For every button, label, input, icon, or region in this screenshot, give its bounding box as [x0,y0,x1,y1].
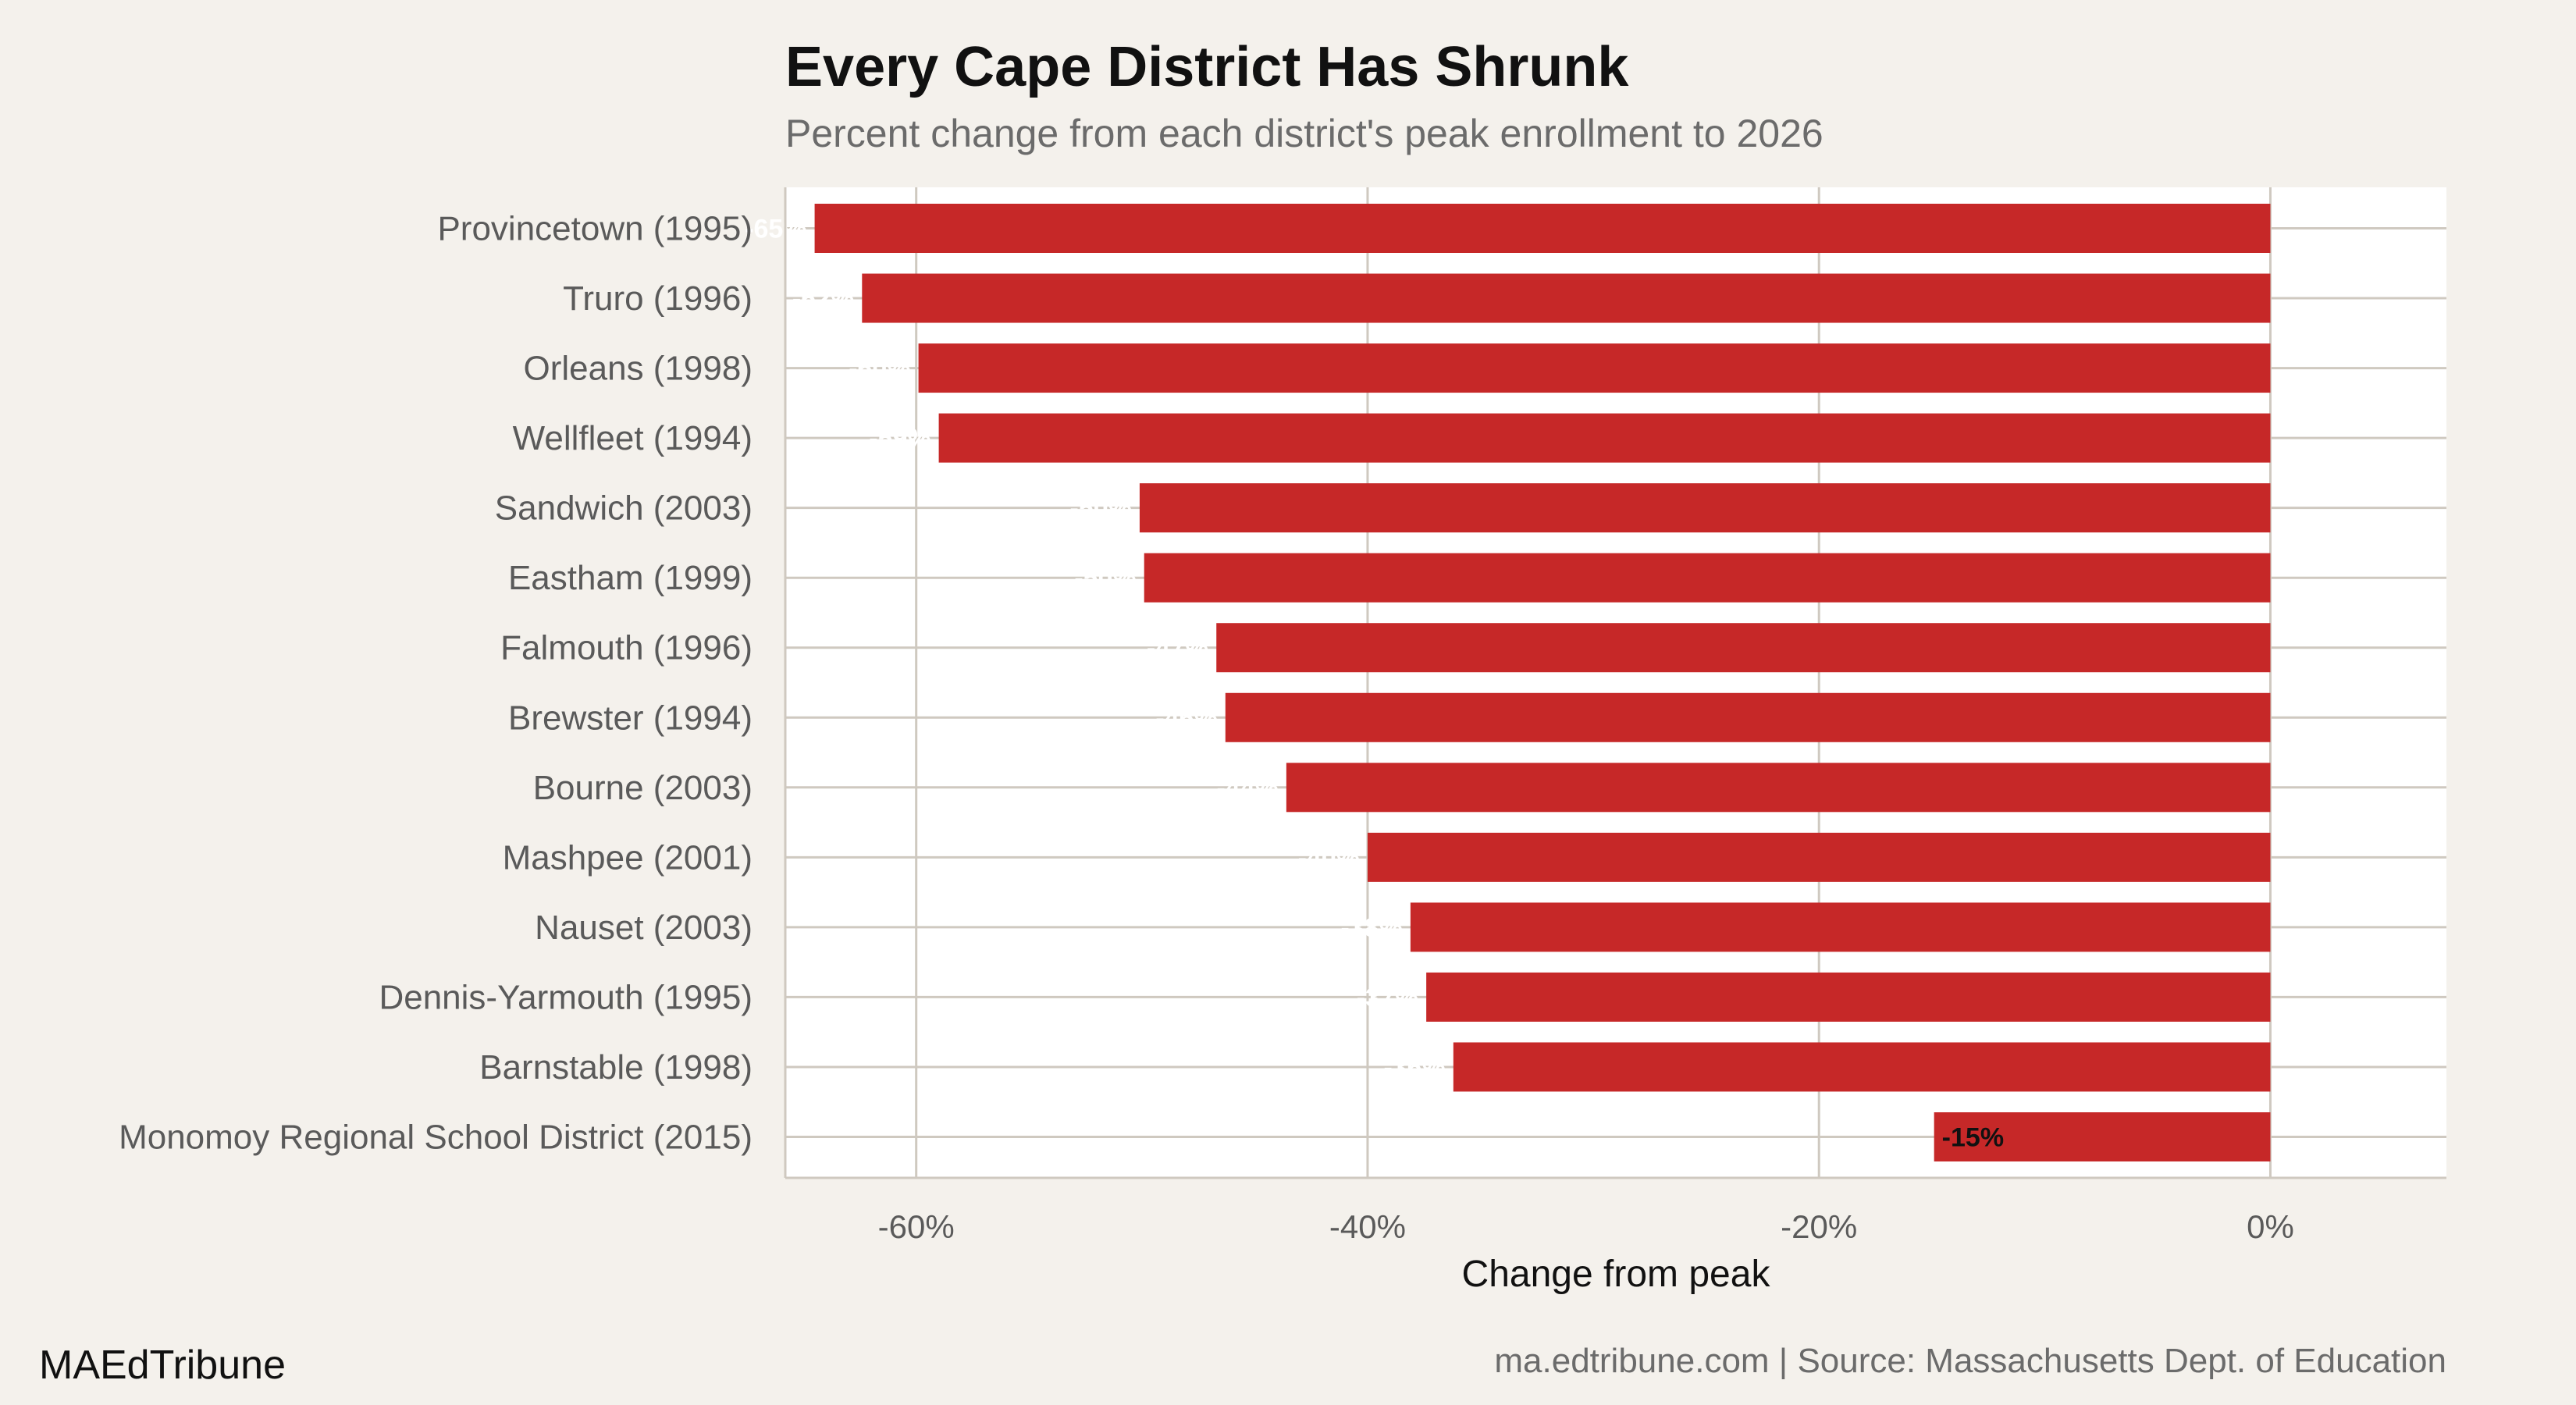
data-label: -65% [745,215,806,244]
bar [1225,692,2271,742]
plot-panel [785,187,2446,1178]
bar [1144,553,2271,603]
bar [814,204,2271,253]
data-label: -50% [1074,564,1136,593]
chart-title: Every Cape District Has Shrunk [785,36,1629,98]
x-tick-label: 0% [2247,1208,2294,1245]
data-label: -62% [792,284,854,314]
category-label: Mashpee (2001) [503,838,753,877]
data-labels: -65% -62% -60% -59% -50% -50% -47% -46% -44% -40%… [745,215,2004,1153]
bar [1367,832,2271,882]
category-label: Eastham (1999) [508,559,753,597]
data-label: -47% [1147,634,1208,663]
bar [1286,763,2271,813]
bar [1934,1112,2271,1161]
data-label: -15% [1942,1123,2004,1153]
category-label: Falmouth (1996) [500,629,753,667]
x-tick-labels: -60% -40% -20% 0% [878,1208,2294,1245]
category-label: Brewster (1994) [508,699,753,737]
chart-subtitle: Percent change from each district's peak… [785,112,1823,155]
x-tick-label: -20% [1781,1208,1857,1245]
brand-logo-text: MAEdTribune [39,1343,286,1388]
data-label: -38% [1341,913,1403,943]
category-label: Orleans (1998) [524,350,753,388]
data-label: -50% [1070,494,1132,524]
data-label: -36% [1383,1053,1445,1083]
category-label: Dennis-Yarmouth (1995) [379,978,753,1016]
bar [1216,623,2271,673]
category-label: Wellfleet (1994) [513,419,753,457]
category-label: Provincetown (1995) [437,210,753,248]
x-tick-label: -60% [878,1208,955,1245]
category-label: Monomoy Regional School District (2015) [119,1119,753,1157]
data-label: -46% [1155,703,1217,733]
category-label: Barnstable (1998) [479,1048,753,1087]
bar [862,273,2271,323]
bars [814,204,2271,1161]
x-axis-title: Change from peak [1462,1254,1771,1295]
data-label: -37% [1357,983,1418,1012]
category-label: Sandwich (2003) [495,489,753,528]
data-label: -60% [849,354,910,384]
category-labels: Provincetown (1995) Truro (1996) Orleans (… [119,210,753,1157]
data-label: -44% [1216,774,1278,803]
bar [1426,972,2271,1022]
data-label: -59% [869,424,930,454]
bar [1139,483,2271,533]
x-tick-label: -40% [1329,1208,1406,1245]
source-note: ma.edtribune.com | Source: Massachusetts… [1494,1342,2446,1380]
category-label: Nauset (2003) [535,909,753,947]
bar [918,343,2271,393]
bar [938,413,2271,463]
data-label: -40% [1298,843,1360,873]
category-label: Bourne (2003) [533,769,753,807]
category-label: Truro (1996) [563,279,753,318]
bar [1453,1042,2271,1092]
bar [1410,902,2271,952]
